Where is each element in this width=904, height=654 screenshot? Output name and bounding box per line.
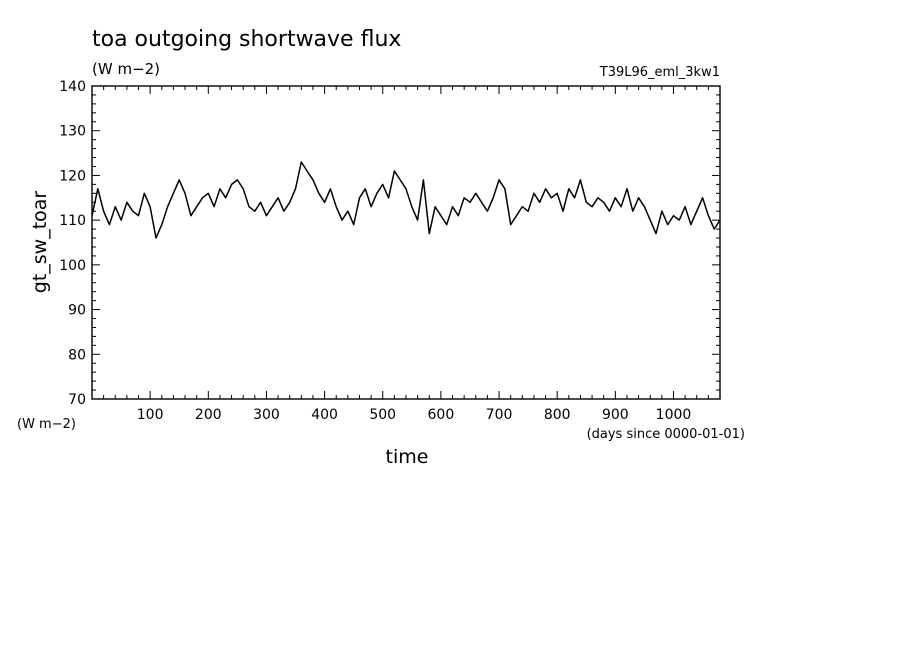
x-tick-label: 900 xyxy=(602,407,629,423)
x-tick-label: 600 xyxy=(428,407,455,423)
x-tick-label: 300 xyxy=(253,407,280,423)
x-axis-label: time xyxy=(386,446,429,468)
x-tick-label: 700 xyxy=(486,407,513,423)
y-tick-label: 110 xyxy=(59,213,86,229)
x-tick-label: 100 xyxy=(137,407,164,423)
y-tick-label: 80 xyxy=(68,347,86,363)
experiment-label: T39L96_eml_3kw1 xyxy=(599,65,720,80)
y-axis-tick-labels: 70 80 90 100 110 120 130 140 xyxy=(59,79,86,408)
y-tick-label: 140 xyxy=(59,79,86,95)
x-tick-label: 800 xyxy=(544,407,571,423)
y-tick-label: 90 xyxy=(68,303,86,319)
x-axis-tick-labels: 100 200 300 400 500 600 700 800 900 1000 xyxy=(137,407,692,423)
y-tick-label: 130 xyxy=(59,124,86,140)
y-axis-ticks xyxy=(92,94,720,391)
series-line xyxy=(91,161,721,239)
x-tick-label: 400 xyxy=(311,407,338,423)
x-axis-ticks xyxy=(103,86,709,399)
y-axis-label: gt_sw_toar xyxy=(29,191,51,294)
y-tick-label: 100 xyxy=(59,258,86,274)
y-tick-label: 120 xyxy=(59,168,86,184)
x-tick-label: 1000 xyxy=(656,407,692,423)
x-tick-label: 200 xyxy=(195,407,222,423)
chart-title: toa outgoing shortwave flux xyxy=(92,27,401,52)
plot-frame xyxy=(91,85,721,400)
y-tick-label: 70 xyxy=(68,392,86,408)
x-tick-label: 500 xyxy=(369,407,396,423)
y-units-label: (W m−2) xyxy=(17,417,76,432)
x-units-label: (days since 0000-01-01) xyxy=(587,427,745,442)
chart-subtitle: (W m−2) xyxy=(92,60,160,78)
